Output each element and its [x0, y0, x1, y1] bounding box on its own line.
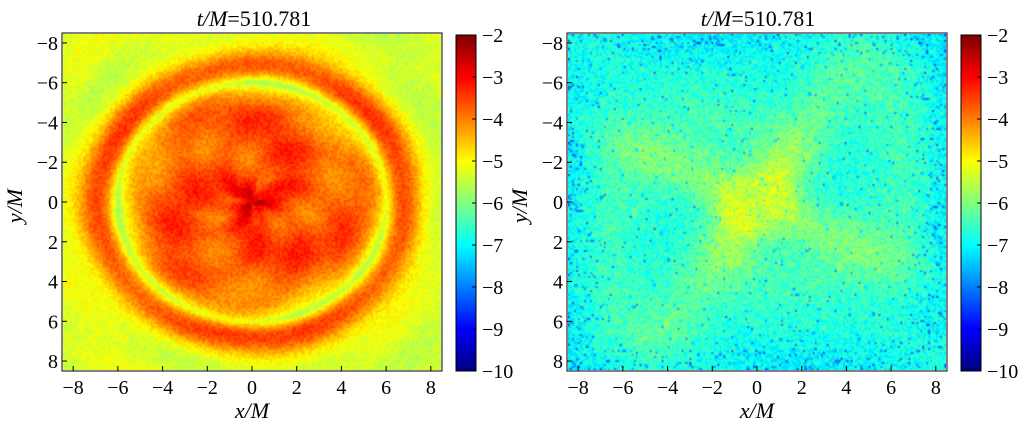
y-tick-label: 6: [553, 311, 563, 333]
colorbar-tick-label: −5: [987, 151, 1008, 173]
x-tick-label: 8: [426, 377, 436, 399]
x-tick-label: −2: [702, 377, 723, 399]
panel-right-heatmap: [568, 34, 946, 370]
x-tick-label: 2: [797, 377, 807, 399]
y-tick-label: −6: [542, 73, 563, 95]
panel-right-colorbar-ticks: −2 −3 −4 −5 −6 −7 −8 −9 −10: [977, 25, 1018, 383]
y-tick-label: 2: [48, 232, 58, 254]
colorbar-tick-label: −8: [987, 277, 1008, 299]
panel-right-title: t/M=510.781: [701, 6, 815, 31]
colorbar-tick-label: −8: [482, 277, 503, 299]
panel-left-colorbar-ticks: −2 −3 −4 −5 −6 −7 −8 −9 −10: [472, 25, 513, 383]
x-tick-label: 4: [841, 377, 851, 399]
y-tick-label: −4: [542, 112, 563, 134]
x-tick-label: −8: [63, 377, 84, 399]
y-tick-label: −6: [37, 73, 58, 95]
panel-right-colorbar-gradient: [961, 35, 981, 371]
panel-left-title: t/M=510.781: [197, 6, 311, 31]
colorbar-tick-label: −2: [987, 25, 1008, 47]
colorbar-tick-label: −9: [482, 319, 503, 341]
y-tick-label: −4: [37, 112, 58, 134]
panel-left-colorbar: −2 −3 −4 −5 −6 −7 −8 −9 −10: [455, 25, 513, 383]
y-tick-label: 0: [553, 192, 563, 214]
y-tick-label: 6: [48, 311, 58, 333]
y-tick-label: 4: [553, 272, 563, 294]
y-tick-label: 8: [48, 351, 58, 373]
x-tick-label: 2: [292, 377, 302, 399]
y-tick-label: 4: [48, 272, 58, 294]
panel-right-ylabel: y/M: [507, 187, 532, 225]
x-tick-label: 0: [247, 377, 257, 399]
y-tick-label: −8: [542, 33, 563, 55]
x-tick-label: −4: [657, 377, 678, 399]
y-tick-label: 2: [553, 232, 563, 254]
colorbar-tick-label: −7: [987, 235, 1008, 257]
colorbar-tick-label: −6: [987, 193, 1008, 215]
colorbar-tick-label: −2: [482, 25, 503, 47]
panel-left-ylabel: y/M: [2, 187, 27, 225]
x-tick-label: −6: [612, 377, 633, 399]
colorbar-tick-label: −7: [482, 235, 503, 257]
colorbar-tick-label: −5: [482, 151, 503, 173]
y-tick-label: −8: [37, 33, 58, 55]
panel-left-colorbar-gradient: [456, 35, 476, 371]
y-tick-label: 8: [553, 351, 563, 373]
panel-right-xlabel: x/M: [739, 398, 776, 423]
colorbar-tick-label: −10: [987, 361, 1018, 383]
y-tick-label: −2: [542, 152, 563, 174]
colorbar-tick-label: −9: [987, 319, 1008, 341]
panel-right-colorbar: −2 −3 −4 −5 −6 −7 −8 −9 −10: [960, 25, 1018, 383]
x-tick-label: −6: [107, 377, 128, 399]
panel-left-xlabel: x/M: [234, 398, 271, 423]
x-tick-label: −8: [568, 377, 589, 399]
y-tick-label: −2: [37, 152, 58, 174]
colorbar-tick-label: −4: [482, 109, 503, 131]
x-tick-label: 4: [336, 377, 346, 399]
x-tick-label: 0: [752, 377, 762, 399]
x-tick-label: −2: [197, 377, 218, 399]
colorbar-tick-label: −6: [482, 193, 503, 215]
colorbar-tick-label: −3: [987, 67, 1008, 89]
panel-left-heatmap: [63, 34, 441, 370]
x-tick-label: 6: [381, 377, 391, 399]
colorbar-tick-label: −3: [482, 67, 503, 89]
x-tick-label: −4: [152, 377, 173, 399]
x-tick-label: 6: [886, 377, 896, 399]
colorbar-tick-label: −10: [482, 361, 513, 383]
colorbar-tick-label: −4: [987, 109, 1008, 131]
x-tick-label: 8: [931, 377, 941, 399]
y-tick-label: 0: [48, 192, 58, 214]
